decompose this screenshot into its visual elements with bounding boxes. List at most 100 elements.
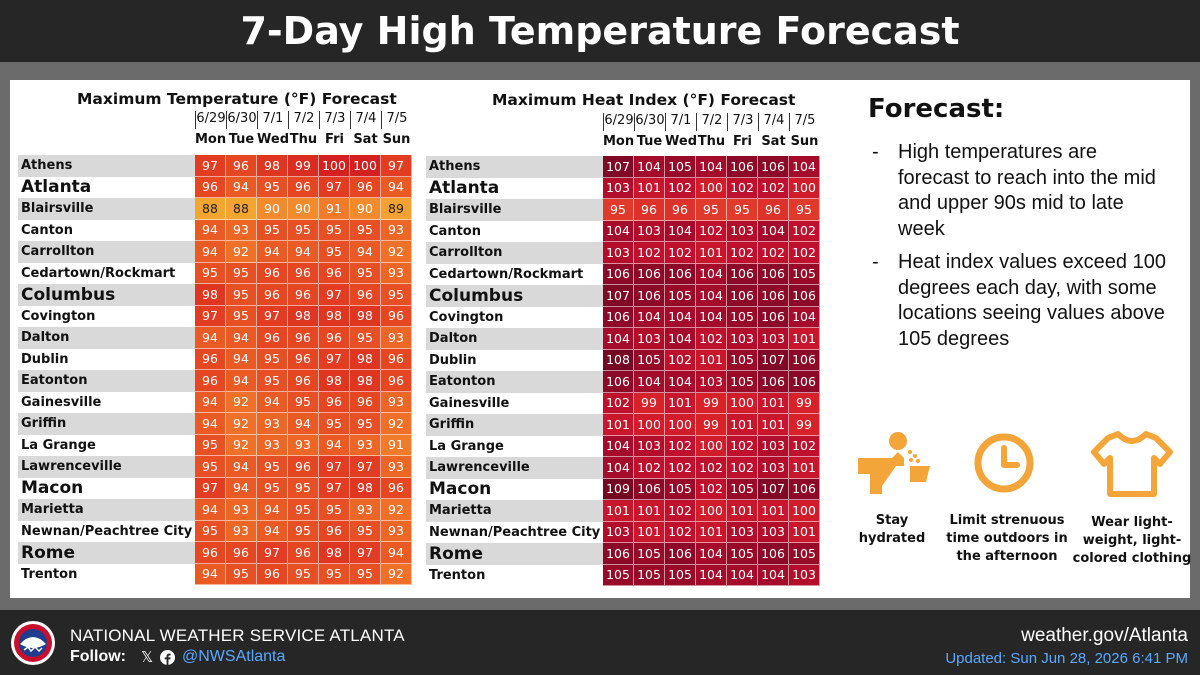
table-cell: 103 bbox=[727, 220, 758, 242]
table-cell: 104 bbox=[696, 564, 727, 586]
table-cell: 95 bbox=[226, 305, 257, 327]
table-cell: 96 bbox=[288, 284, 319, 306]
table-cell: 93 bbox=[381, 219, 412, 241]
table-cell: 96 bbox=[319, 327, 350, 349]
table-cell: 101 bbox=[758, 500, 789, 522]
table-cell: 95 bbox=[350, 327, 381, 349]
facebook-icon[interactable] bbox=[160, 650, 175, 665]
table-cell: 96 bbox=[288, 370, 319, 392]
table-cell: 102 bbox=[727, 177, 758, 199]
table-cell: 94 bbox=[350, 241, 381, 263]
table-cell: 94 bbox=[195, 219, 226, 241]
table-cell: 96 bbox=[381, 477, 412, 499]
city-name: Marietta bbox=[426, 500, 603, 522]
website-link[interactable]: weather.gov/Atlanta bbox=[1021, 625, 1188, 646]
day-header: Wed bbox=[257, 132, 289, 147]
table-cell: 95 bbox=[789, 199, 820, 221]
table-cell: 93 bbox=[350, 434, 381, 456]
table-cell: 101 bbox=[789, 328, 820, 350]
table-cell: 94 bbox=[257, 241, 288, 263]
table-cell: 105 bbox=[727, 306, 758, 328]
day-header: Tue bbox=[636, 134, 663, 149]
tshirt-icon bbox=[1091, 431, 1173, 497]
table-cell: 94 bbox=[319, 434, 350, 456]
city-name: Trenton bbox=[429, 567, 486, 583]
table-cell: 97 bbox=[195, 155, 226, 177]
table-cell: 106 bbox=[727, 263, 758, 285]
table-cell: 104 bbox=[696, 285, 727, 307]
table-cell: 104 bbox=[634, 371, 665, 393]
table-cell: 102 bbox=[789, 220, 820, 242]
city-name: Columbus bbox=[18, 284, 195, 306]
table-cell: 106 bbox=[758, 543, 789, 565]
tip-stay-hydrated: Stay hydrated bbox=[858, 513, 926, 546]
table-cell: 94 bbox=[226, 348, 257, 370]
table-cell: 95 bbox=[288, 563, 319, 585]
city-name: Columbus bbox=[426, 285, 603, 307]
table-cell: 106 bbox=[758, 371, 789, 393]
day-header: Thu bbox=[289, 132, 318, 147]
table-cell: 97 bbox=[319, 477, 350, 499]
table-cell: 104 bbox=[634, 156, 665, 178]
table-cell: 101 bbox=[727, 414, 758, 436]
table-cell: 105 bbox=[727, 349, 758, 371]
table-cell: 95 bbox=[696, 199, 727, 221]
table-cell: 96 bbox=[350, 391, 381, 413]
table-cell: 99 bbox=[288, 155, 319, 177]
x-icon[interactable]: 𝕏 bbox=[141, 648, 154, 666]
table-cell: 104 bbox=[758, 564, 789, 586]
table-cell: 106 bbox=[603, 543, 634, 565]
table-cell: 95 bbox=[195, 456, 226, 478]
table-cell: 102 bbox=[789, 242, 820, 264]
table-cell: 106 bbox=[634, 263, 665, 285]
table-cell: 95 bbox=[288, 477, 319, 499]
table-cell: 104 bbox=[789, 156, 820, 178]
table-cell: 103 bbox=[758, 521, 789, 543]
table-cell: 103 bbox=[603, 521, 634, 543]
follow-label: Follow: bbox=[70, 648, 126, 665]
nws-logo-icon[interactable] bbox=[10, 620, 56, 666]
table-cell: 102 bbox=[665, 435, 696, 457]
table-cell: 92 bbox=[381, 499, 412, 521]
city-name: Covington bbox=[21, 308, 96, 324]
table-cell: 99 bbox=[696, 392, 727, 414]
date-header: 7/1 bbox=[665, 113, 696, 131]
table-cell: 104 bbox=[696, 306, 727, 328]
bullet-dash: - bbox=[872, 141, 879, 163]
date-header: 7/1 bbox=[257, 111, 288, 129]
table-cell: 104 bbox=[603, 220, 634, 242]
table-cell: 95 bbox=[350, 219, 381, 241]
table-cell: 95 bbox=[257, 370, 288, 392]
city-name: Dublin bbox=[429, 352, 477, 368]
city-name: Carrollton bbox=[426, 242, 603, 264]
tip-limit-outdoors: Limit strenuous time outdoors in the aft… bbox=[946, 513, 1068, 564]
divider-bottom bbox=[0, 598, 1200, 610]
table-cell: 103 bbox=[758, 435, 789, 457]
table-cell: 102 bbox=[727, 435, 758, 457]
city-name: Cedartown/Rockmart bbox=[429, 266, 584, 282]
table-cell: 94 bbox=[257, 520, 288, 542]
table-cell: 96 bbox=[257, 284, 288, 306]
table-cell: 94 bbox=[195, 391, 226, 413]
table-cell: 94 bbox=[226, 370, 257, 392]
date-header: 7/4 bbox=[350, 111, 381, 129]
table-cell: 102 bbox=[758, 177, 789, 199]
day-header: Fri bbox=[325, 132, 344, 147]
forecast-bullet: - Heat index values exceed 100 degrees e… bbox=[872, 250, 1172, 352]
table-cell: 103 bbox=[758, 457, 789, 479]
table-cell: 101 bbox=[696, 521, 727, 543]
table-cell: 95 bbox=[319, 413, 350, 435]
social-handle-link[interactable]: @NWSAtlanta bbox=[182, 648, 286, 665]
table-cell: 96 bbox=[288, 176, 319, 198]
table-cell: 106 bbox=[789, 349, 820, 371]
city-name: Cedartown/Rockmart bbox=[21, 265, 176, 281]
table-cell: 105 bbox=[789, 263, 820, 285]
table-cell: 95 bbox=[381, 284, 412, 306]
table-cell: 104 bbox=[665, 306, 696, 328]
table-cell: 97 bbox=[257, 305, 288, 327]
city-name: Canton bbox=[429, 223, 481, 239]
table-cell: 102 bbox=[665, 349, 696, 371]
date-header: 7/3 bbox=[319, 111, 350, 129]
day-header: Mon bbox=[603, 134, 635, 149]
table-cell: 96 bbox=[319, 262, 350, 284]
